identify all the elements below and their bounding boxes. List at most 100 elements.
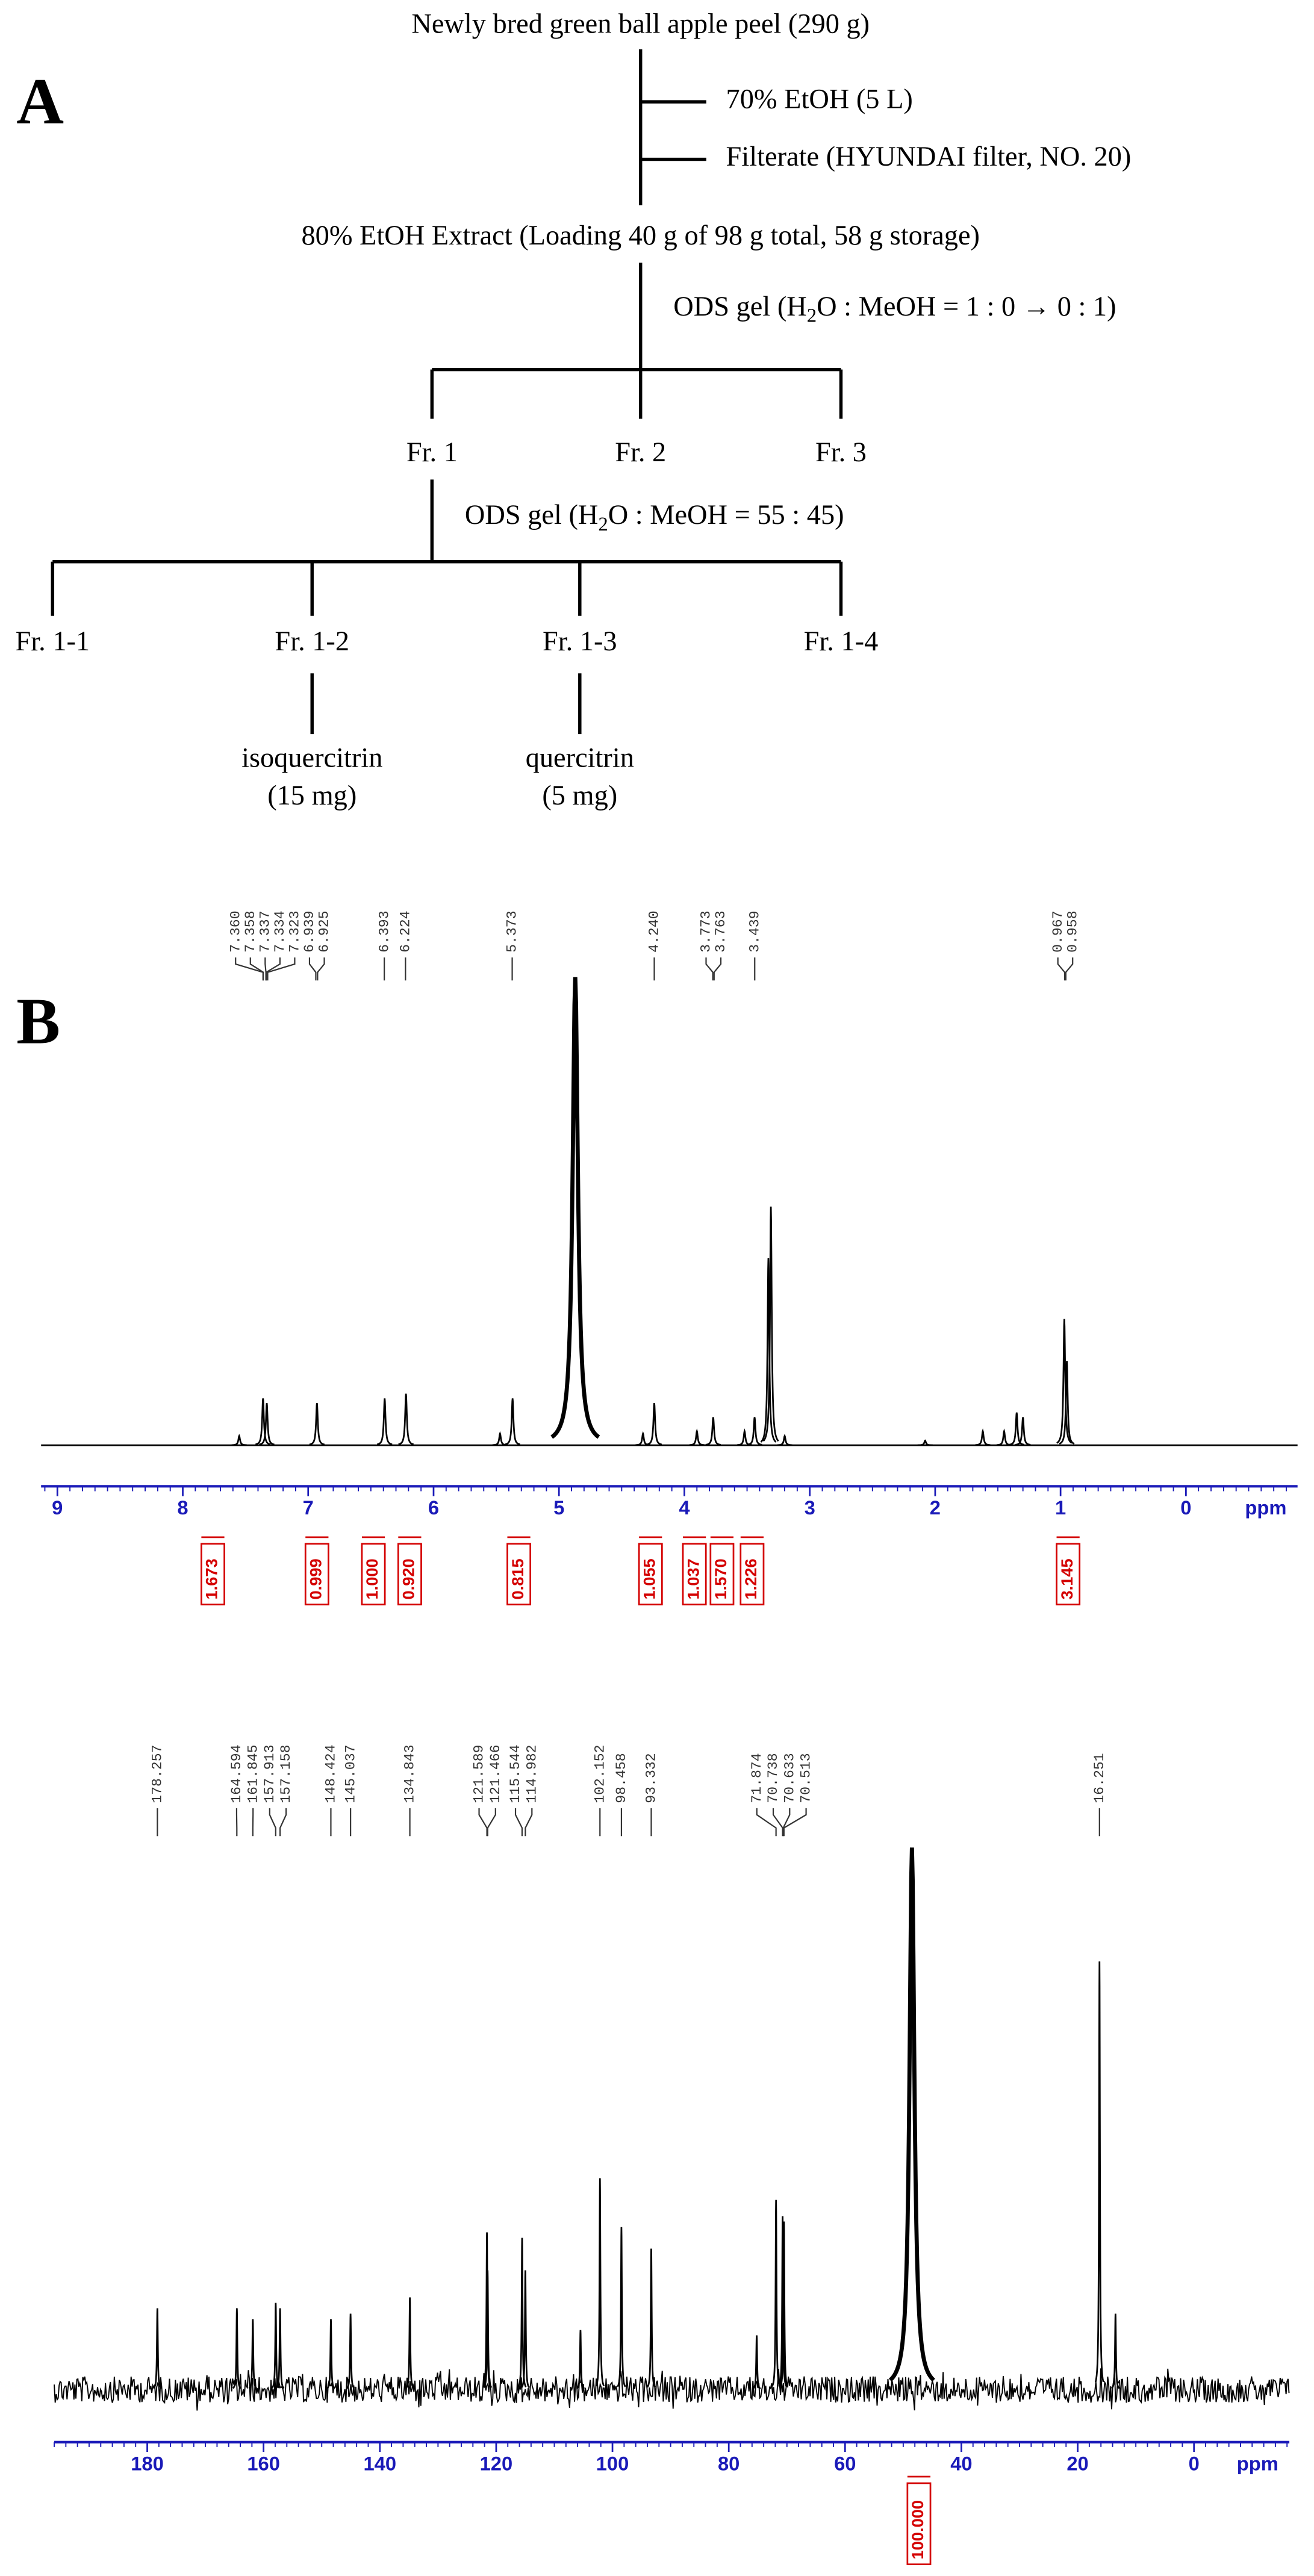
peak (888, 1847, 935, 2382)
step-label: ODS gel (H2O : MeOH = 55 : 45) (465, 500, 844, 535)
peak (405, 2297, 415, 2389)
node-label: Fr. 1-4 (804, 626, 879, 657)
integral-box (361, 1543, 386, 1606)
peak-connector (705, 957, 714, 981)
integral-label: 1.055 (640, 1558, 658, 1599)
integral-label: 1.037 (683, 1558, 702, 1599)
peak-connector (1057, 957, 1066, 981)
peak (975, 1428, 991, 1446)
noise (54, 2368, 1290, 2411)
step-label: 70% EtOH (5 L) (726, 84, 913, 115)
peak (617, 2227, 626, 2388)
integral-label: 1.000 (363, 1558, 381, 1599)
peak-label: 6.939 (302, 910, 317, 953)
integral-box (906, 2482, 932, 2565)
x-tick-label: 140 (363, 2453, 396, 2475)
peak-label: 114.982 (524, 1744, 540, 1803)
integral-box (506, 1543, 532, 1606)
peak (1015, 1417, 1031, 1446)
peak-label: 157.913 (262, 1744, 278, 1803)
peak (153, 2308, 162, 2389)
text-part: ODS gel (H (673, 291, 806, 322)
peak-connector (279, 1808, 287, 1837)
connector (430, 263, 843, 419)
panel-label: B (16, 985, 60, 1057)
connector (310, 673, 582, 735)
peak-label: 70.633 (782, 1753, 797, 1803)
peak (747, 1417, 762, 1446)
peak-label: 5.373 (505, 910, 520, 953)
peak-label: 145.037 (343, 1744, 358, 1803)
node-label: 80% EtOH Extract (Loading 40 g of 98 g t… (301, 220, 980, 251)
peak (689, 1428, 705, 1446)
peak (259, 1403, 275, 1446)
peak-label: 6.393 (376, 910, 392, 953)
peak (917, 1439, 933, 1446)
peak-connector (266, 957, 281, 981)
node-label: Newly bred green ball apple peel (290 g) (411, 8, 870, 39)
integral-label: 0.815 (508, 1558, 527, 1599)
x-tick-label: 5 (553, 1496, 564, 1519)
x-axis-label: ppm (1237, 2453, 1278, 2475)
peak-connector (478, 1808, 488, 1837)
integral-box (740, 1543, 765, 1606)
peak-connector (267, 957, 296, 981)
integral-box (638, 1543, 663, 1606)
peak (377, 1398, 393, 1446)
integral-box (397, 1543, 422, 1606)
x-tick-label: 0 (1180, 1496, 1191, 1519)
peak (777, 2216, 788, 2388)
peak-connector (249, 957, 264, 981)
text-part: O : MeOH = 55 : 45) (608, 500, 844, 530)
peak (505, 1398, 520, 1446)
x-tick-label: 6 (428, 1496, 439, 1519)
peak-label: 93.332 (644, 1753, 659, 1803)
peak (550, 977, 600, 1439)
peak-label: 148.424 (323, 1744, 339, 1803)
peak (576, 2330, 585, 2389)
peak (1009, 1412, 1024, 1446)
node-label: Fr. 3 (815, 437, 867, 468)
x-tick-label: 80 (718, 2453, 740, 2475)
peak (1059, 1361, 1075, 1445)
peak-connector (756, 1808, 777, 1837)
peak (326, 2319, 335, 2389)
peak-label: 164.594 (229, 1744, 244, 1803)
peak-label: 7.323 (287, 910, 303, 953)
peak (1056, 1319, 1073, 1444)
x-tick-label: 9 (52, 1496, 63, 1519)
connector (638, 49, 706, 205)
peak-connector (308, 957, 317, 981)
x-tick-label: 180 (131, 2453, 164, 2475)
spectrum: 178.257 164.594 161.845 157.913 157.158 148.4… (54, 1744, 1290, 2565)
integral-label: 1.226 (741, 1558, 760, 1599)
integral-label: 1.673 (202, 1558, 221, 1599)
peak (255, 1398, 271, 1446)
peak-label: 7.334 (272, 910, 288, 953)
step-label: ODS gel (H2O : MeOH = 1 : 0 → 0 : 1) (673, 291, 1116, 326)
peak-label: 178.257 (149, 1744, 165, 1803)
peak-label: 6.925 (317, 910, 332, 953)
peak (646, 1403, 662, 1446)
peak-label: 115.544 (508, 1744, 523, 1803)
peak-connector (782, 1808, 791, 1837)
peak (275, 2308, 285, 2389)
peak (309, 1403, 325, 1446)
peak (346, 2313, 355, 2389)
peak-connector (783, 1808, 807, 1837)
peak (760, 1258, 777, 1443)
peak-connector (1065, 957, 1074, 981)
peak-label: 134.843 (402, 1744, 418, 1803)
peak (777, 1434, 792, 1446)
peak (231, 1434, 247, 1446)
peak-label: 3.773 (699, 910, 714, 953)
x-tick-label: 40 (950, 2453, 972, 2475)
peak-label: 0.958 (1065, 910, 1080, 953)
compound-name: quercitrin (526, 742, 634, 773)
peak-label: 7.337 (257, 910, 273, 953)
x-tick-label: 100 (596, 2453, 629, 2475)
